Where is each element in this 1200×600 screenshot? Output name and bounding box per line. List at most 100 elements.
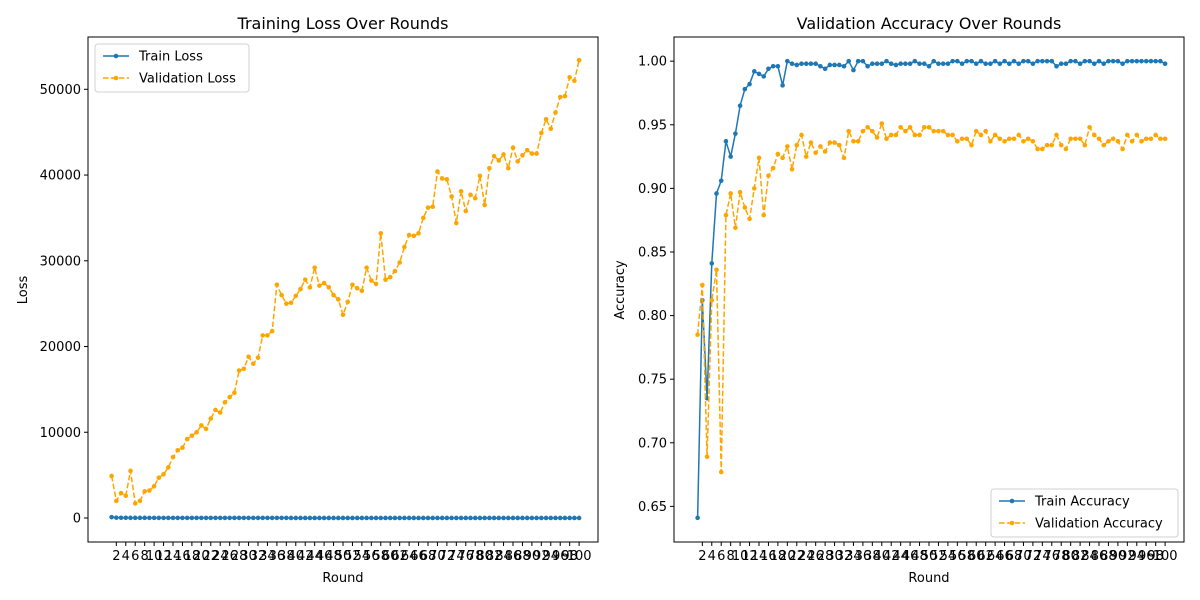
accuracy-chart-train-accuracy-point xyxy=(695,515,700,521)
accuracy-chart-validation-accuracy-point xyxy=(775,151,781,157)
loss-chart-validation-loss-point xyxy=(175,447,181,453)
loss-chart-validation-loss-point xyxy=(369,278,374,283)
loss-chart-validation-loss-point xyxy=(430,204,436,210)
accuracy-chart-xtick-label: 30 xyxy=(826,549,843,564)
accuracy-chart-train-accuracy-point xyxy=(728,154,733,159)
loss-chart-train-loss-point xyxy=(402,515,407,521)
loss-chart-train-loss-point xyxy=(213,515,218,521)
accuracy-chart-validation-accuracy-point xyxy=(733,225,738,231)
loss-chart-validation-loss-point xyxy=(472,195,478,201)
accuracy-chart-xtick-label: 36 xyxy=(855,549,872,564)
accuracy-chart-validation-accuracy-point xyxy=(1016,132,1022,138)
accuracy-chart-xtick-label: 12 xyxy=(741,549,758,564)
loss-chart-legend-train-loss-label: Train Loss xyxy=(138,50,203,65)
accuracy-chart-validation-accuracy-point xyxy=(940,128,946,134)
loss-chart-xlabel: Round xyxy=(322,571,363,586)
accuracy-chart-train-accuracy-point xyxy=(780,83,785,88)
accuracy-chart-validation-accuracy-point xyxy=(770,165,776,171)
accuracy-chart-validation-accuracy-point xyxy=(742,205,748,210)
loss-chart-validation-loss-point xyxy=(302,277,308,282)
loss-chart-ylabel: Loss xyxy=(16,276,31,305)
accuracy-chart-validation-accuracy-point xyxy=(718,469,724,475)
accuracy-chart-validation-accuracy-point xyxy=(992,132,998,138)
loss-chart-train-loss-point xyxy=(326,515,332,521)
accuracy-chart-xtick-label: 72 xyxy=(1025,549,1042,564)
loss-chart-validation-loss-point xyxy=(548,126,554,132)
accuracy-chart-train-accuracy-point xyxy=(1153,58,1158,64)
accuracy-chart-train-accuracy-point xyxy=(903,61,908,67)
accuracy-chart-validation-accuracy-point xyxy=(714,267,719,273)
loss-chart-train-loss-point xyxy=(109,514,114,520)
accuracy-chart-xtick-label: 64 xyxy=(987,549,1004,564)
accuracy-chart-train-accuracy-point xyxy=(1082,58,1088,64)
accuracy-chart-train-accuracy-point xyxy=(1058,61,1064,67)
loss-chart-xtick-label: 32 xyxy=(250,549,267,564)
accuracy-chart-validation-accuracy-point xyxy=(1049,142,1055,148)
loss-chart-ytick-label: 0 xyxy=(73,511,81,526)
accuracy-chart-train-accuracy-point xyxy=(959,61,965,67)
accuracy-chart-train-accuracy-point xyxy=(870,61,875,67)
accuracy-chart-title: Validation Accuracy Over Rounds xyxy=(797,14,1062,33)
loss-chart-train-loss-point xyxy=(246,515,251,521)
accuracy-chart-xtick-label: 8 xyxy=(727,549,735,564)
loss-chart-ytick-label: 50000 xyxy=(40,83,81,98)
accuracy-chart-train-accuracy-line xyxy=(696,60,1166,518)
loss-chart-validation-loss-point xyxy=(576,57,582,63)
loss-chart-validation-loss-point xyxy=(246,354,251,360)
accuracy-chart-validation-accuracy-point xyxy=(874,135,880,140)
accuracy-chart-train-accuracy-point xyxy=(1006,61,1012,67)
loss-chart-train-loss-point xyxy=(520,515,525,521)
loss-chart-validation-loss-point xyxy=(557,94,563,100)
accuracy-chart-train-accuracy-point xyxy=(950,58,955,64)
accuracy-chart-train-accuracy-point xyxy=(893,62,899,68)
loss-chart-validation-loss-point xyxy=(236,368,242,373)
loss-chart-train-loss-point xyxy=(406,515,412,521)
loss-chart-validation-loss-point xyxy=(317,283,322,288)
loss-chart-validation-loss-point xyxy=(350,282,355,288)
accuracy-chart-train-accuracy-point xyxy=(865,63,870,69)
accuracy-chart-validation-accuracy-point xyxy=(695,332,700,337)
accuracy-chart-train-accuracy-point xyxy=(770,63,776,69)
accuracy-chart-validation-accuracy-point xyxy=(955,139,960,144)
loss-chart-train-loss-point xyxy=(165,515,171,521)
accuracy-chart-xtick-label: 50 xyxy=(921,549,938,564)
loss-chart-validation-loss-point xyxy=(354,285,360,291)
loss-chart-ytick-label: 20000 xyxy=(40,340,81,355)
accuracy-chart-xtick-label: 2 xyxy=(698,549,706,564)
accuracy-chart-train-accuracy-point xyxy=(1049,58,1055,64)
loss-chart-train-loss-point xyxy=(321,515,327,521)
accuracy-chart-train-accuracy-point xyxy=(1030,61,1036,67)
accuracy-chart-legend-validation-accuracy-marker xyxy=(1009,520,1015,526)
loss-chart-validation-loss-point xyxy=(482,202,487,208)
loss-chart-xtick-label: 80 xyxy=(476,549,493,564)
accuracy-chart-xtick-label: 94 xyxy=(1129,549,1146,564)
loss-chart-xtick-label: 20 xyxy=(193,549,210,564)
accuracy-chart-validation-accuracy-point xyxy=(865,125,870,130)
loss-chart-validation-loss-point xyxy=(567,75,572,80)
accuracy-chart-validation-accuracy-point xyxy=(761,212,767,218)
loss-chart-train-loss-point xyxy=(199,515,204,521)
accuracy-chart-train-accuracy-point xyxy=(931,58,937,64)
loss-chart-train-loss-point xyxy=(350,515,355,521)
accuracy-chart-xtick-label: 58 xyxy=(959,549,976,564)
loss-chart-validation-loss-point xyxy=(406,232,412,238)
loss-chart-train-loss-point xyxy=(307,515,313,521)
accuracy-chart-train-accuracy-point xyxy=(1125,58,1130,64)
accuracy-chart-train-accuracy-point xyxy=(1106,58,1111,64)
accuracy-chart-validation-accuracy-point xyxy=(855,139,861,144)
accuracy-chart-validation-accuracy-point xyxy=(1091,132,1097,138)
accuracy-chart-train-accuracy-point xyxy=(888,61,894,67)
loss-chart-xtick-label: 64 xyxy=(401,549,418,564)
accuracy-chart-validation-accuracy-point xyxy=(931,128,937,134)
loss-chart-xtick-label: 12 xyxy=(155,549,172,564)
accuracy-chart-validation-accuracy-point xyxy=(997,136,1003,142)
accuracy-chart-xtick-label: 80 xyxy=(1062,549,1079,564)
loss-chart-train-loss-point xyxy=(189,515,195,521)
accuracy-chart-validation-accuracy-point xyxy=(888,132,894,138)
loss-chart-train-loss-point xyxy=(250,515,256,521)
loss-chart-train-loss-point xyxy=(416,515,421,521)
loss-chart-train-loss-point xyxy=(567,515,572,521)
loss-chart-xtick-label: 52 xyxy=(344,549,361,564)
accuracy-chart-train-accuracy-point xyxy=(733,131,738,136)
loss-chart-train-loss-point xyxy=(298,515,303,521)
